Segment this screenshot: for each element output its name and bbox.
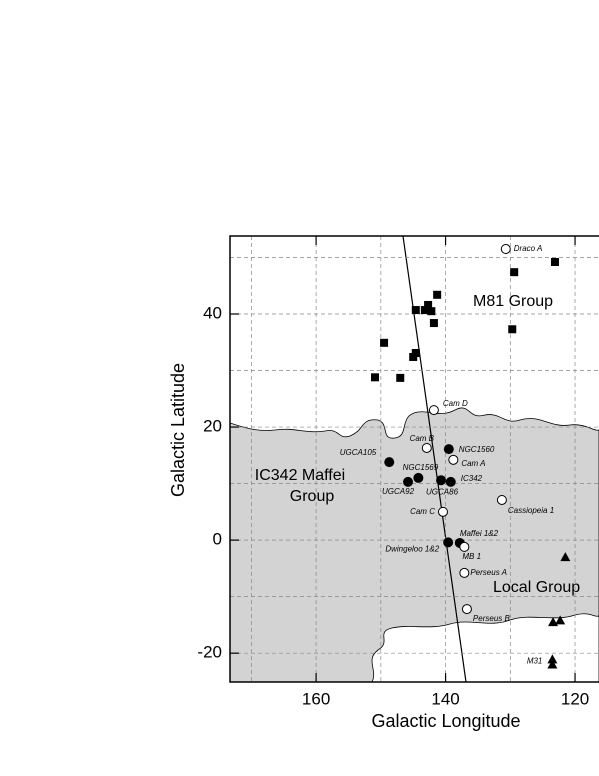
group-label: Group — [290, 488, 335, 505]
point — [371, 373, 380, 382]
point — [409, 352, 418, 361]
point-label: Draco A — [514, 244, 543, 253]
y-tick-label: 20 — [203, 417, 222, 436]
y-tick-label: 40 — [203, 303, 222, 322]
point — [437, 506, 448, 517]
point-label: Perseus B — [473, 614, 511, 623]
point-label: UGCA105 — [340, 448, 377, 457]
group-label: M81 Group — [473, 293, 553, 310]
point-label: Cam B — [410, 434, 435, 443]
x-axis-title: Galactic Longitude — [371, 711, 520, 731]
point — [459, 567, 470, 578]
point-label: Maffei 1&2 — [460, 529, 499, 538]
x-tick-label: 140 — [431, 689, 459, 708]
point — [510, 268, 519, 277]
point — [433, 290, 442, 299]
point-label: IC342 — [461, 474, 483, 483]
point-label: Cassiopeia 1 — [508, 506, 554, 515]
white-hole — [371, 613, 599, 682]
point — [496, 494, 507, 505]
point — [427, 307, 436, 316]
point-label: Cam A — [461, 459, 485, 468]
point — [413, 472, 424, 483]
point — [420, 306, 429, 315]
point-label: Dwingeloo 1&2 — [385, 544, 439, 553]
zone-of-avoidance — [230, 407, 599, 682]
point — [547, 654, 558, 664]
point — [424, 300, 433, 309]
point-label: NGC1569 — [403, 463, 439, 472]
point — [384, 457, 395, 468]
point-label: NGC1560 — [459, 445, 495, 454]
point-label: Cam D — [443, 399, 468, 408]
point — [547, 659, 558, 669]
point — [461, 604, 472, 615]
group-label: IC342 Maffei — [255, 467, 345, 484]
y-axis-title: Galactic Latitude — [168, 363, 188, 497]
point-label: MB 1 — [462, 552, 481, 561]
point — [411, 306, 420, 315]
point-label: Perseus A — [470, 568, 507, 577]
point — [429, 319, 438, 328]
point-label: UGCA92 — [382, 487, 415, 496]
point — [459, 541, 470, 552]
point — [403, 476, 414, 487]
point — [500, 244, 511, 255]
point — [421, 442, 432, 453]
point-label: Cam C — [410, 507, 435, 516]
point — [396, 373, 405, 382]
group-label: Local Group — [493, 579, 580, 596]
point — [428, 405, 439, 416]
point-label: UGCA86 — [426, 487, 459, 496]
point — [555, 615, 566, 625]
point — [380, 338, 389, 347]
point — [443, 444, 454, 455]
y-tick-label: 0 — [213, 530, 222, 549]
x-tick-label: 120 — [561, 689, 589, 708]
point-label: M31 — [527, 656, 543, 665]
frame — [229, 235, 599, 683]
x-tick-label: 160 — [302, 689, 330, 708]
point — [448, 454, 459, 465]
axes: 160 140 120 40 20 0 -20 — [197, 236, 589, 708]
point — [560, 552, 571, 562]
point — [436, 475, 447, 486]
point — [443, 537, 454, 548]
point — [550, 258, 559, 267]
point — [445, 476, 456, 487]
y-tick-label: -20 — [197, 643, 222, 662]
point — [508, 325, 517, 334]
